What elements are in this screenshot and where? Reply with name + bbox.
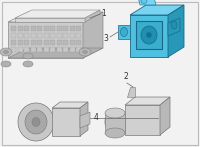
Ellipse shape bbox=[105, 114, 121, 132]
Polygon shape bbox=[52, 108, 80, 136]
Polygon shape bbox=[44, 40, 49, 45]
Polygon shape bbox=[11, 33, 16, 38]
Ellipse shape bbox=[23, 53, 33, 59]
Polygon shape bbox=[24, 47, 29, 52]
Polygon shape bbox=[37, 26, 42, 31]
Ellipse shape bbox=[105, 128, 125, 138]
Text: 1: 1 bbox=[101, 9, 106, 17]
Polygon shape bbox=[168, 18, 180, 36]
FancyBboxPatch shape bbox=[136, 21, 162, 49]
Polygon shape bbox=[37, 33, 42, 38]
Polygon shape bbox=[63, 47, 68, 52]
Ellipse shape bbox=[105, 108, 125, 118]
Polygon shape bbox=[63, 40, 68, 45]
Polygon shape bbox=[24, 26, 29, 31]
Ellipse shape bbox=[4, 50, 8, 54]
Polygon shape bbox=[11, 40, 16, 45]
Polygon shape bbox=[37, 40, 42, 45]
Polygon shape bbox=[31, 47, 36, 52]
Ellipse shape bbox=[120, 27, 128, 36]
Polygon shape bbox=[118, 25, 130, 39]
Polygon shape bbox=[24, 40, 29, 45]
Polygon shape bbox=[70, 47, 75, 52]
Text: 4: 4 bbox=[94, 113, 99, 122]
Polygon shape bbox=[44, 47, 49, 52]
Polygon shape bbox=[18, 47, 23, 52]
Polygon shape bbox=[8, 12, 103, 22]
Polygon shape bbox=[18, 40, 23, 45]
Polygon shape bbox=[80, 112, 90, 128]
Polygon shape bbox=[57, 47, 62, 52]
Polygon shape bbox=[130, 5, 184, 15]
Polygon shape bbox=[70, 40, 75, 45]
Ellipse shape bbox=[146, 32, 152, 37]
Polygon shape bbox=[138, 0, 156, 5]
Polygon shape bbox=[127, 87, 135, 97]
Text: 2: 2 bbox=[124, 72, 128, 81]
Polygon shape bbox=[70, 26, 75, 31]
Ellipse shape bbox=[141, 26, 157, 44]
Polygon shape bbox=[11, 26, 16, 31]
Polygon shape bbox=[160, 97, 170, 135]
Polygon shape bbox=[76, 33, 81, 38]
Ellipse shape bbox=[141, 0, 147, 4]
Ellipse shape bbox=[105, 112, 121, 130]
Text: 3: 3 bbox=[103, 34, 108, 42]
Polygon shape bbox=[76, 40, 81, 45]
Polygon shape bbox=[50, 40, 55, 45]
Polygon shape bbox=[125, 105, 160, 135]
Polygon shape bbox=[63, 33, 68, 38]
Polygon shape bbox=[15, 18, 85, 22]
Polygon shape bbox=[18, 33, 23, 38]
Ellipse shape bbox=[171, 21, 177, 29]
Polygon shape bbox=[70, 33, 75, 38]
Polygon shape bbox=[80, 102, 88, 136]
Polygon shape bbox=[37, 47, 42, 52]
Ellipse shape bbox=[32, 117, 40, 127]
Polygon shape bbox=[125, 97, 170, 105]
Polygon shape bbox=[83, 12, 103, 58]
Polygon shape bbox=[31, 26, 36, 31]
Polygon shape bbox=[57, 33, 62, 38]
Polygon shape bbox=[168, 5, 184, 57]
Ellipse shape bbox=[1, 61, 11, 67]
Polygon shape bbox=[63, 26, 68, 31]
Polygon shape bbox=[50, 26, 55, 31]
Polygon shape bbox=[76, 26, 81, 31]
Ellipse shape bbox=[83, 50, 87, 54]
Polygon shape bbox=[52, 102, 88, 108]
Polygon shape bbox=[85, 10, 100, 22]
Ellipse shape bbox=[25, 110, 47, 134]
Polygon shape bbox=[44, 26, 49, 31]
Ellipse shape bbox=[18, 103, 54, 141]
Polygon shape bbox=[15, 10, 100, 18]
Polygon shape bbox=[8, 22, 83, 58]
Polygon shape bbox=[18, 26, 23, 31]
Ellipse shape bbox=[23, 61, 33, 67]
Polygon shape bbox=[44, 33, 49, 38]
Ellipse shape bbox=[79, 48, 91, 56]
Polygon shape bbox=[50, 33, 55, 38]
Polygon shape bbox=[31, 33, 36, 38]
Polygon shape bbox=[105, 113, 125, 133]
Polygon shape bbox=[8, 48, 103, 58]
Ellipse shape bbox=[0, 48, 12, 56]
Polygon shape bbox=[24, 33, 29, 38]
Polygon shape bbox=[130, 15, 168, 57]
Polygon shape bbox=[50, 47, 55, 52]
Polygon shape bbox=[57, 40, 62, 45]
Polygon shape bbox=[76, 47, 81, 52]
Polygon shape bbox=[57, 26, 62, 31]
Polygon shape bbox=[31, 40, 36, 45]
Polygon shape bbox=[11, 47, 16, 52]
